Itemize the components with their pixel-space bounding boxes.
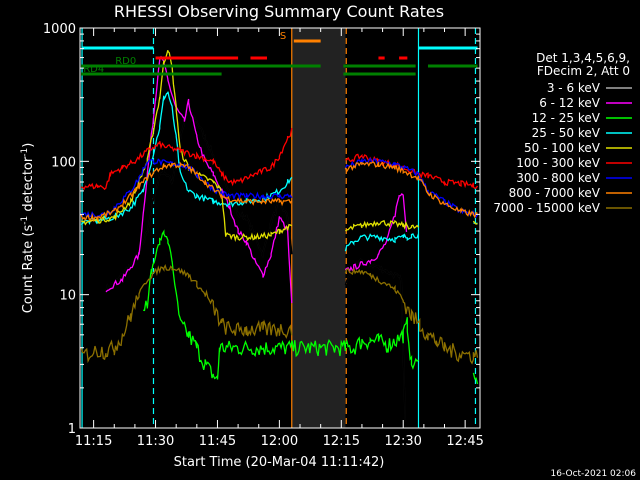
legend-entry-7: 800 - 7000 keV [509, 186, 601, 200]
x-tick-label-0: 11:15 [75, 434, 112, 449]
series-line-5 [81, 127, 479, 191]
y-tick-label-1: 10 [59, 289, 76, 304]
y-tick-label-0: 1 [68, 422, 76, 437]
x-axis-label: Start Time (20-Mar-04 11:11:42) [174, 455, 385, 470]
y-axis-label: Count Rate (s-1 detector-1) [20, 143, 36, 314]
state-label-1: S [280, 31, 286, 42]
legend-header-0: Det 1,3,4,5,6,9, [536, 51, 630, 65]
series-line-8 [80, 263, 479, 365]
legend-entry-3: 25 - 50 keV [532, 126, 601, 140]
axes: 11:15 11:30 11:45 12:00 12:15 12:30 12:45 1 10 10… [43, 22, 484, 449]
state-label-3: RD0 [115, 56, 136, 67]
series-line-1 [105, 55, 408, 304]
series-line-6 [80, 157, 479, 220]
plot-area: S RD0 RD4 [80, 28, 479, 428]
legend-header-1: FDecim 2, Att 0 [537, 64, 630, 78]
y-tick-label-3: 1000 [43, 22, 76, 37]
legend-entry-6: 300 - 800 keV [516, 171, 600, 185]
legend-entry-1: 6 - 12 keV [539, 96, 601, 110]
series-line-4 [80, 50, 478, 242]
x-tick-label-4: 12:15 [323, 434, 360, 449]
legend: Det 1,3,4,5,6,9,FDecim 2, Att 0 3 - 6 keV… [493, 51, 632, 215]
series-line-2 [143, 229, 479, 385]
legend-entry-2: 12 - 25 keV [532, 111, 601, 125]
chart-title: RHESSI Observing Summary Count Rates [114, 2, 444, 21]
x-tick-label-2: 11:45 [199, 434, 236, 449]
plot-frame [79, 27, 481, 429]
legend-entry-5: 100 - 300 keV [516, 156, 600, 170]
timestamp: 16-Oct-2021 02:06 [551, 469, 637, 479]
x-tick-label-1: 11:30 [137, 434, 174, 449]
data-gap [291, 28, 346, 428]
series-line-7 [80, 161, 478, 223]
x-tick-label-3: 12:00 [261, 434, 298, 449]
state-label-4: RD4 [83, 64, 104, 75]
legend-entry-0: 3 - 6 keV [547, 81, 601, 95]
y-tick-label-2: 100 [51, 155, 76, 170]
x-tick-label-5: 12:30 [384, 434, 421, 449]
legend-entry-8: 7000 - 15000 keV [493, 201, 600, 215]
legend-entry-4: 50 - 100 keV [524, 141, 601, 155]
x-tick-label-6: 12:45 [446, 434, 483, 449]
